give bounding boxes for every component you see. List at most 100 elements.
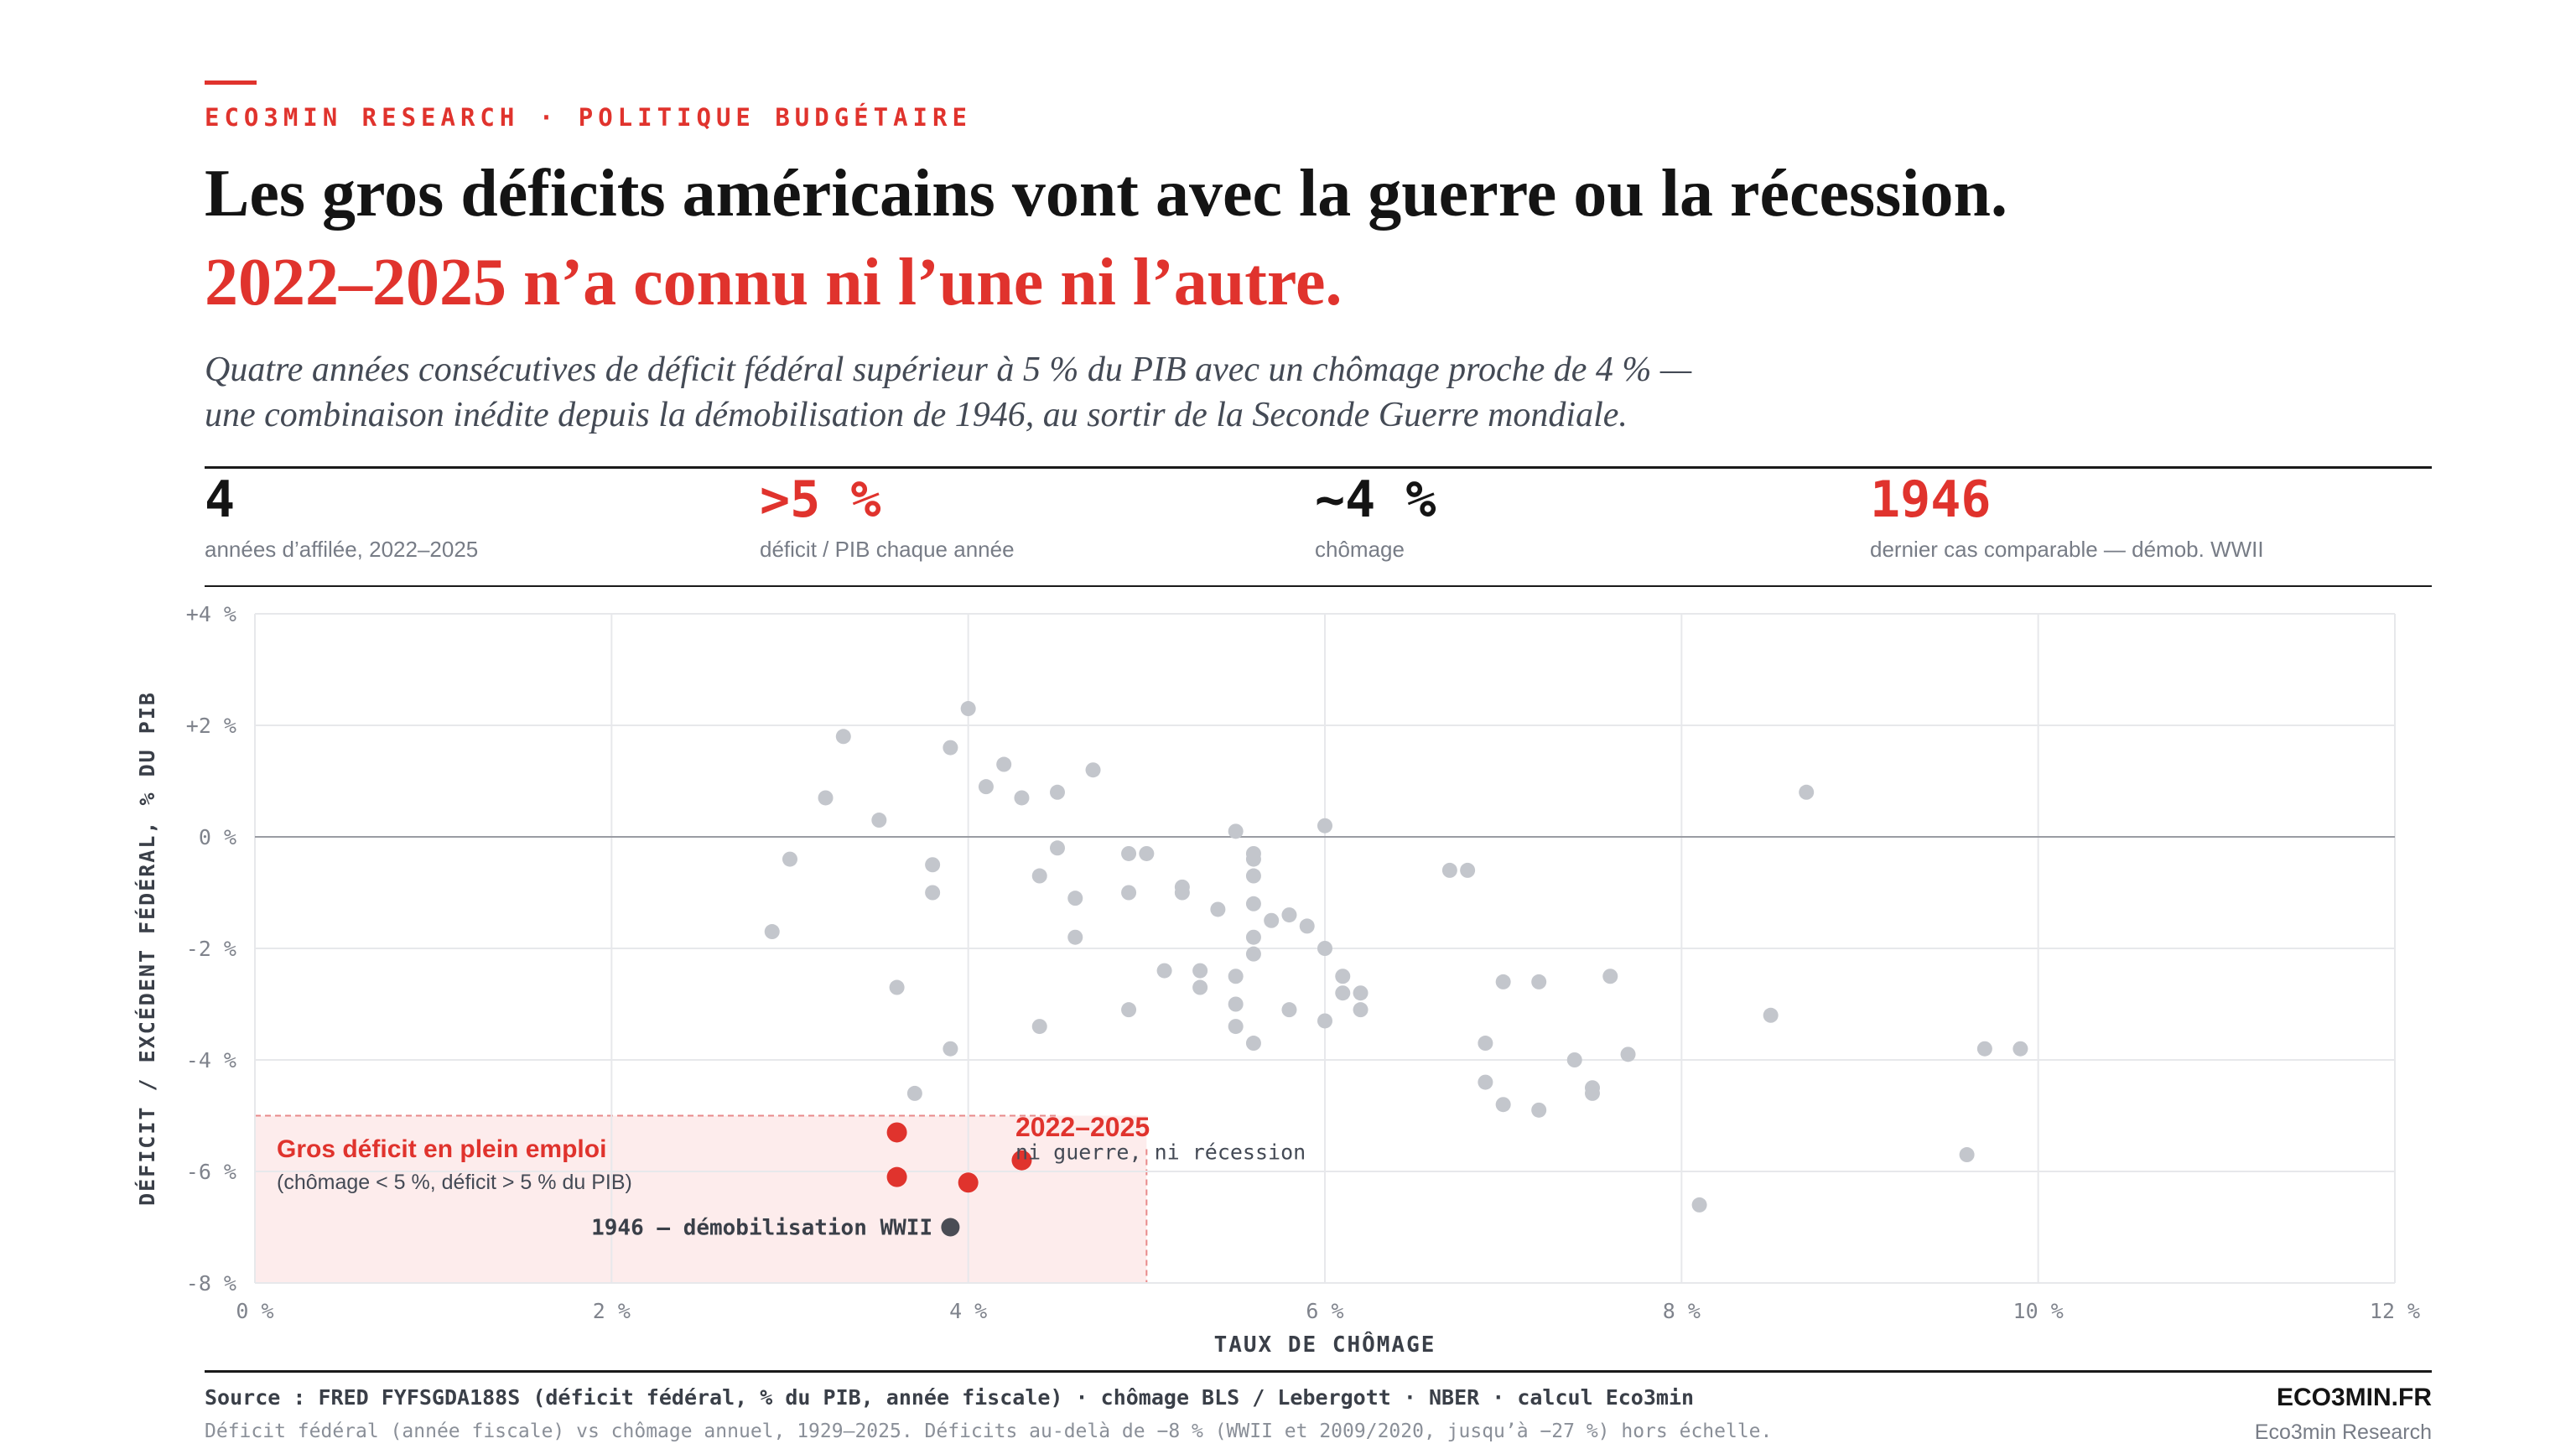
data-point: [1317, 941, 1332, 956]
stat-label: dernier cas comparable — démob. WWII: [1870, 537, 2264, 562]
data-point: [1317, 1013, 1332, 1029]
data-point: [1620, 1046, 1636, 1062]
y-tick-label: -6 %: [186, 1160, 236, 1184]
data-point-1946: [941, 1218, 960, 1237]
data-point: [1192, 963, 1208, 979]
data-point: [1495, 974, 1511, 989]
data-point: [996, 756, 1012, 772]
data-point: [1478, 1036, 1493, 1052]
data-point: [1566, 1052, 1582, 1067]
data-point: [1495, 1097, 1511, 1113]
data-point: [1031, 1019, 1047, 1035]
y-tick-label: -8 %: [186, 1271, 236, 1296]
title-line-1: Les gros déficits américains vont avec l…: [205, 157, 2007, 231]
title-line-2: 2022–2025 n’a connu ni l’une ni l’autre.: [205, 246, 1343, 319]
subtitle-line-1: Quatre années consécutives de déficit fé…: [205, 351, 1692, 389]
data-point: [1281, 1002, 1297, 1018]
x-tick-label: 12 %: [2370, 1299, 2420, 1323]
data-point: [1531, 1102, 1547, 1118]
x-tick-label: 10 %: [2013, 1299, 2064, 1323]
data-point: [1335, 985, 1351, 1001]
data-point: [1763, 1007, 1779, 1023]
data-point: [1121, 1002, 1137, 1018]
data-point: [1228, 1019, 1244, 1035]
data-point: [1156, 963, 1172, 979]
data-point: [1281, 907, 1297, 923]
stat-label: déficit / PIB chaque année: [760, 537, 1015, 562]
data-point: [925, 885, 941, 901]
data-point: [1959, 1147, 1975, 1163]
data-point: [1585, 1085, 1600, 1101]
data-point-2022-2025: [958, 1172, 979, 1193]
data-point-2022-2025: [886, 1122, 907, 1143]
data-point: [1139, 845, 1155, 861]
stat-last-case: 1946 dernier cas comparable — démob. WWI…: [1870, 470, 2264, 563]
stat-deficit: >5 % déficit / PIB chaque année: [760, 470, 1015, 563]
data-point: [1245, 868, 1261, 884]
stat-unemployment: ~4 % chômage: [1315, 470, 1436, 563]
data-point: [1050, 784, 1065, 800]
stat-years: 4 années d’affilée, 2022–2025: [205, 470, 478, 563]
stat-value: >5 %: [760, 470, 881, 529]
subtitle: Quatre années consécutives de déficit fé…: [205, 347, 2049, 438]
x-axis-title: TAUX DE CHÔMAGE: [1214, 1331, 1436, 1358]
x-tick-label: 4 %: [949, 1299, 987, 1323]
data-point: [889, 979, 905, 995]
data-point: [1245, 851, 1261, 867]
annotation-no-war-no-recession: ni guerre, ni récession: [1015, 1140, 1306, 1164]
kicker: ECO3MIN RESEARCH · POLITIQUE BUDGÉTAIRE: [205, 103, 972, 132]
annotation-2022-2025: 2022–2025: [1015, 1112, 1150, 1142]
footer-note: Déficit fédéral (année fiscale) vs chôma…: [205, 1420, 1773, 1442]
stat-label: chômage: [1315, 537, 1405, 562]
x-tick-label: 8 %: [1663, 1299, 1701, 1323]
brand-link[interactable]: ECO3MIN.FR: [2276, 1384, 2432, 1411]
y-tick-label: +4 %: [186, 602, 236, 626]
stats-bottom-rule: [205, 585, 2432, 587]
data-point: [782, 851, 797, 867]
data-point: [1799, 784, 1815, 800]
footer-rule: [205, 1370, 2432, 1373]
stat-value: 1946: [1870, 470, 1992, 529]
data-point: [943, 1041, 958, 1057]
data-point: [1317, 818, 1332, 834]
data-point: [1976, 1041, 1992, 1057]
data-point: [1335, 969, 1351, 984]
data-point: [871, 813, 887, 828]
data-point: [978, 779, 994, 795]
zone-title: Gros déficit en plein emploi: [277, 1135, 606, 1163]
data-point: [1531, 974, 1547, 989]
y-tick-label: -2 %: [186, 937, 236, 961]
data-point: [1174, 885, 1190, 901]
data-point: [1478, 1074, 1493, 1090]
x-tick-label: 6 %: [1306, 1299, 1343, 1323]
data-point: [1228, 823, 1244, 839]
data-point: [1691, 1197, 1707, 1213]
data-point: [1228, 996, 1244, 1012]
data-point: [764, 924, 780, 940]
data-point: [1031, 868, 1047, 884]
zone-note: (chômage < 5 %, déficit > 5 % du PIB): [277, 1171, 632, 1194]
y-tick-label: -4 %: [186, 1048, 236, 1072]
x-tick-label: 0 %: [236, 1299, 273, 1323]
data-point: [835, 729, 851, 745]
data-point: [1245, 929, 1261, 945]
data-point-2022-2025: [1011, 1150, 1032, 1171]
data-point: [1353, 985, 1368, 1001]
data-point: [1264, 912, 1280, 928]
data-point: [906, 1085, 922, 1101]
zone-area: [255, 1115, 1147, 1283]
stat-label: années d’affilée, 2022–2025: [205, 537, 479, 562]
data-point: [943, 740, 958, 756]
kicker-accent-bar: [205, 80, 257, 85]
stat-value: 4: [205, 470, 236, 529]
data-point: [1602, 969, 1618, 984]
data-point: [1441, 862, 1457, 878]
data-point: [1050, 840, 1065, 856]
subtitle-line-2: une combinaison inédite depuis la démobi…: [205, 396, 1628, 434]
data-point: [925, 857, 941, 873]
x-tick-label: 2 %: [593, 1299, 631, 1323]
data-point: [1121, 885, 1137, 901]
data-point: [1299, 918, 1315, 934]
data-point: [1067, 891, 1083, 906]
